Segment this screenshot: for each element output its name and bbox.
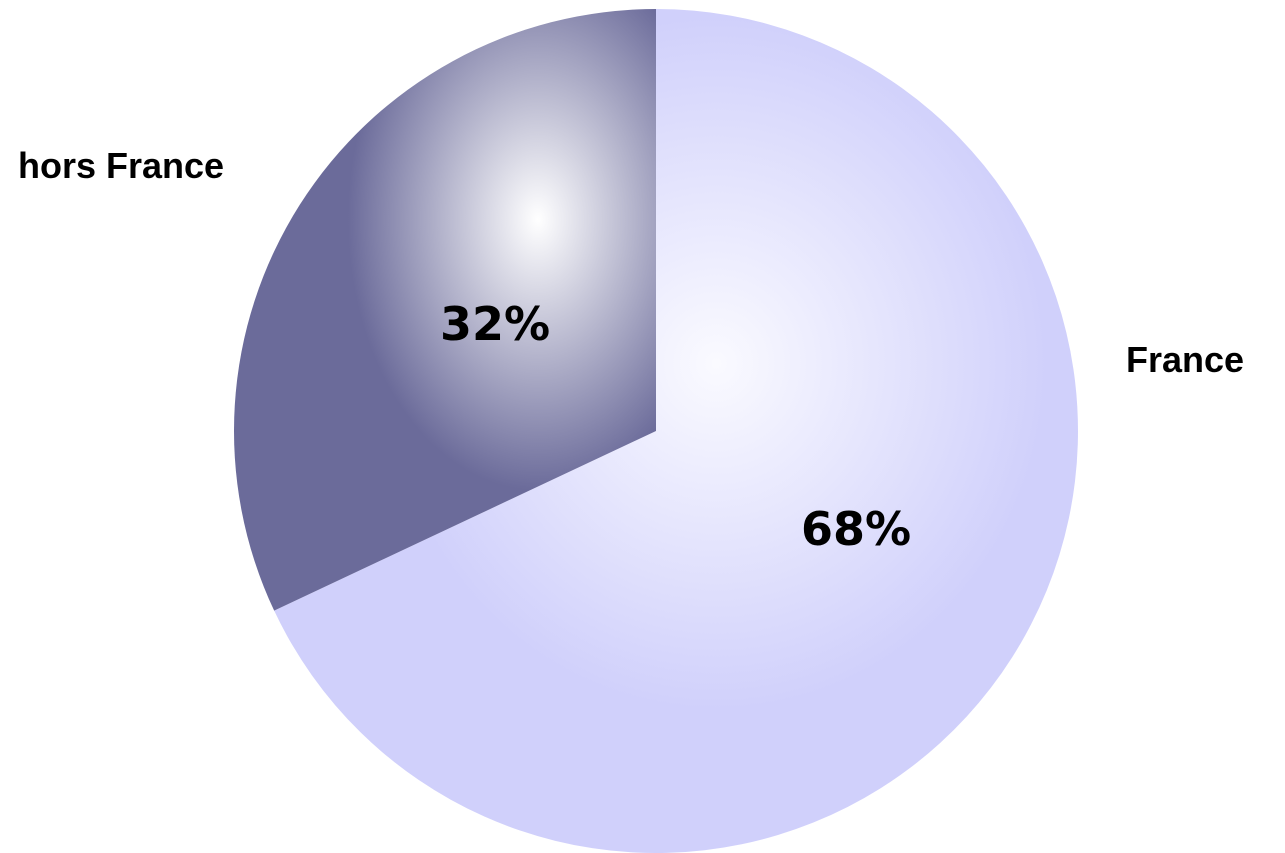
slice-percent-label: 68% xyxy=(801,502,911,556)
pie-slice-france xyxy=(274,9,1078,853)
slice-category-label: hors France xyxy=(18,145,224,186)
slices-layer xyxy=(233,9,1078,853)
labels-layer: France 68% hors France 32% xyxy=(18,145,1244,556)
slice-percent-label: 32% xyxy=(440,297,550,351)
slice-category-label: France xyxy=(1126,339,1244,380)
pie-slice-hors-france xyxy=(233,9,656,611)
